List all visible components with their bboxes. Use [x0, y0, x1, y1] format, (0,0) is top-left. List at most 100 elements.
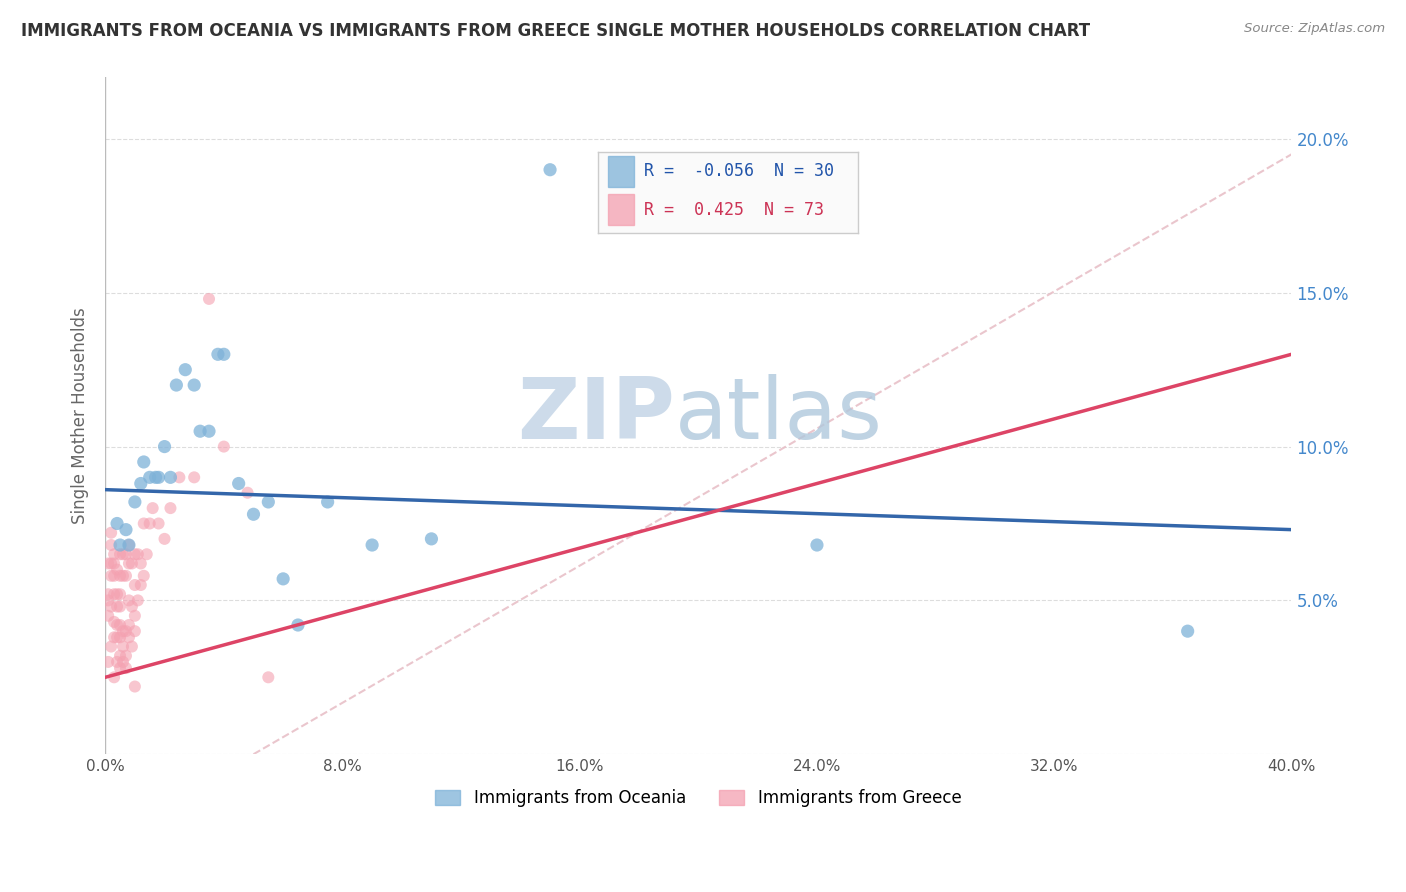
Immigrants from Greece [236, 485, 259, 500]
Immigrants from Greece [212, 440, 235, 454]
Immigrants from Oceania [316, 495, 339, 509]
Immigrants from Greece [103, 569, 125, 583]
Immigrants from Greece [115, 661, 138, 675]
Immigrants from Greece [108, 630, 131, 644]
Immigrants from Oceania [228, 476, 250, 491]
Immigrants from Greece [111, 569, 134, 583]
Immigrants from Greece [132, 516, 155, 531]
Immigrants from Oceania [148, 470, 170, 484]
Immigrants from Greece [103, 615, 125, 629]
Immigrants from Oceania [361, 538, 384, 552]
Immigrants from Oceania [153, 440, 176, 454]
Immigrants from Greece [108, 547, 131, 561]
Immigrants from Greece [103, 587, 125, 601]
Immigrants from Greece [105, 563, 128, 577]
Immigrants from Greece [115, 648, 138, 663]
Text: atlas: atlas [675, 375, 883, 458]
Immigrants from Greece [103, 630, 125, 644]
Immigrants from Oceania [188, 424, 211, 438]
Immigrants from Greece [124, 624, 146, 639]
Immigrants from Greece [105, 618, 128, 632]
Y-axis label: Single Mother Households: Single Mother Households [72, 308, 89, 524]
Immigrants from Greece [97, 655, 120, 669]
Immigrants from Greece [103, 547, 125, 561]
Immigrants from Oceania [1177, 624, 1199, 639]
Immigrants from Greece [97, 608, 120, 623]
Immigrants from Greece [183, 470, 205, 484]
Immigrants from Greece [100, 538, 122, 552]
Immigrants from Oceania [183, 378, 205, 392]
Immigrants from Greece [121, 557, 143, 571]
Immigrants from Greece [118, 538, 141, 552]
Immigrants from Greece [108, 599, 131, 614]
Immigrants from Greece [169, 470, 191, 484]
Immigrants from Oceania [138, 470, 160, 484]
Immigrants from Greece [124, 578, 146, 592]
Immigrants from Oceania [212, 347, 235, 361]
Immigrants from Greece [108, 661, 131, 675]
Immigrants from Greece [138, 516, 160, 531]
Text: IMMIGRANTS FROM OCEANIA VS IMMIGRANTS FROM GREECE SINGLE MOTHER HOUSEHOLDS CORRE: IMMIGRANTS FROM OCEANIA VS IMMIGRANTS FR… [21, 22, 1090, 40]
Immigrants from Greece [132, 569, 155, 583]
Immigrants from Oceania [132, 455, 155, 469]
Immigrants from Oceania [538, 162, 561, 177]
Immigrants from Greece [100, 569, 122, 583]
Immigrants from Greece [105, 630, 128, 644]
Immigrants from Greece [135, 547, 157, 561]
Immigrants from Greece [100, 525, 122, 540]
Immigrants from Greece [153, 532, 176, 546]
Immigrants from Oceania [118, 538, 141, 552]
Immigrants from Oceania [242, 508, 264, 522]
Immigrants from Oceania [257, 495, 280, 509]
Immigrants from Greece [118, 557, 141, 571]
Immigrants from Greece [97, 587, 120, 601]
Immigrants from Oceania [198, 424, 221, 438]
Immigrants from Greece [111, 655, 134, 669]
Immigrants from Greece [148, 516, 170, 531]
Immigrants from Oceania [420, 532, 443, 546]
Immigrants from Greece [159, 501, 181, 516]
Immigrants from Greece [111, 624, 134, 639]
Immigrants from Greece [108, 587, 131, 601]
Immigrants from Oceania [145, 470, 167, 484]
Immigrants from Greece [198, 292, 221, 306]
Legend: Immigrants from Oceania, Immigrants from Greece: Immigrants from Oceania, Immigrants from… [429, 782, 967, 814]
Immigrants from Greece [108, 618, 131, 632]
Immigrants from Greece [105, 599, 128, 614]
Immigrants from Greece [103, 557, 125, 571]
Immigrants from Greece [105, 587, 128, 601]
Text: Source: ZipAtlas.com: Source: ZipAtlas.com [1244, 22, 1385, 36]
Immigrants from Greece [118, 618, 141, 632]
Immigrants from Greece [100, 599, 122, 614]
Immigrants from Oceania [129, 476, 152, 491]
Immigrants from Greece [103, 670, 125, 684]
Immigrants from Oceania [124, 495, 146, 509]
Immigrants from Greece [118, 593, 141, 607]
Immigrants from Greece [129, 578, 152, 592]
Immigrants from Greece [115, 569, 138, 583]
Immigrants from Oceania [806, 538, 828, 552]
Immigrants from Greece [124, 547, 146, 561]
Immigrants from Greece [100, 557, 122, 571]
Immigrants from Oceania [159, 470, 181, 484]
Immigrants from Greece [124, 608, 146, 623]
Immigrants from Greece [100, 640, 122, 654]
Immigrants from Greece [127, 593, 149, 607]
Immigrants from Oceania [105, 516, 128, 531]
Immigrants from Oceania [207, 347, 229, 361]
Immigrants from Greece [115, 547, 138, 561]
Immigrants from Greece [257, 670, 280, 684]
Immigrants from Oceania [174, 362, 197, 376]
Immigrants from Greece [105, 655, 128, 669]
Immigrants from Oceania [165, 378, 187, 392]
Immigrants from Greece [121, 640, 143, 654]
Immigrants from Oceania [271, 572, 294, 586]
Immigrants from Greece [108, 648, 131, 663]
Immigrants from Greece [97, 557, 120, 571]
Immigrants from Greece [111, 547, 134, 561]
Immigrants from Greece [115, 624, 138, 639]
Immigrants from Greece [118, 630, 141, 644]
Immigrants from Greece [97, 593, 120, 607]
Immigrants from Greece [129, 557, 152, 571]
Immigrants from Greece [142, 501, 165, 516]
